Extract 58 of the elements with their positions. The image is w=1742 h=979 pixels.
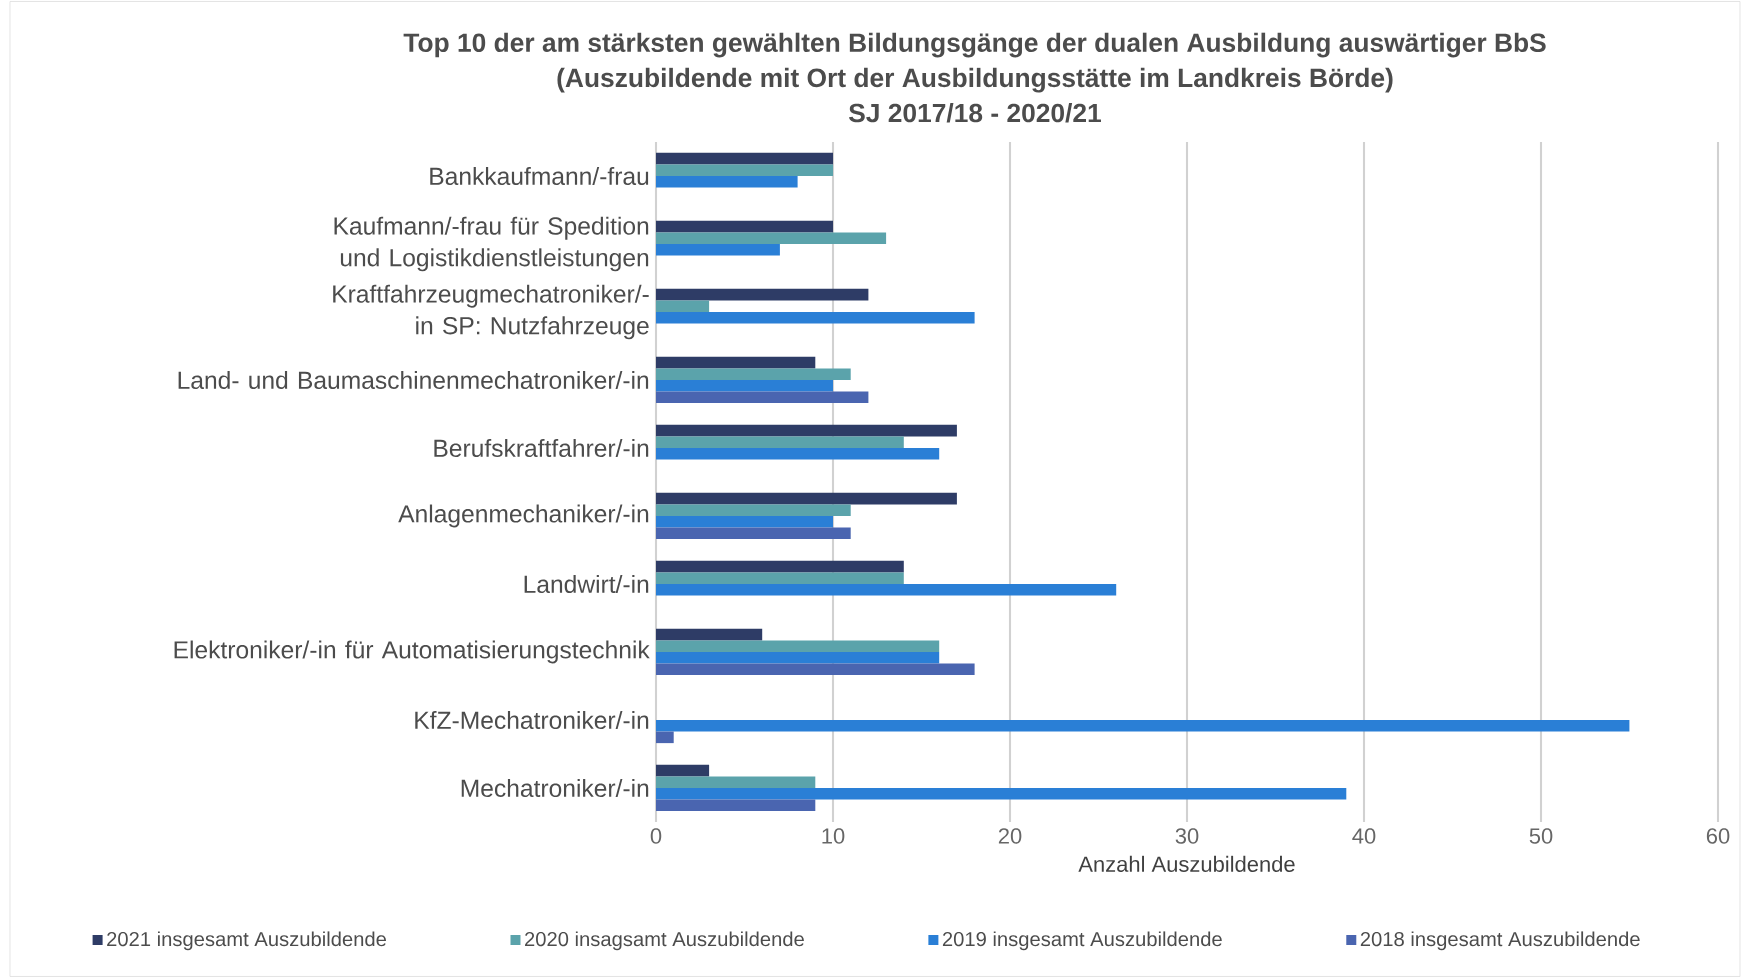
bar xyxy=(656,492,957,505)
bar xyxy=(656,300,710,312)
bar xyxy=(656,640,940,652)
legend-label: 2019 insgesamt Auszubildende xyxy=(942,931,1222,951)
bar xyxy=(656,152,833,165)
y-tick-label: Anlagenmechaniker/-in xyxy=(398,504,649,528)
chart-subtitle: (Auszubildende mit Ort der Ausbildungsstätte im Landkreis Börde) xyxy=(557,67,1393,93)
legend-label: 2018 insgesamt Auszubildende xyxy=(1360,931,1640,951)
bar xyxy=(656,220,833,233)
bar xyxy=(656,764,710,777)
chart-title: Top 10 der am stärksten gewählten Bildungsgänge der dualen Ausbildung auswärtiger BbS xyxy=(403,32,1546,58)
x-tick-label: 30 xyxy=(1175,828,1199,844)
x-tick-label: 10 xyxy=(822,828,845,844)
y-tick-label: Kraftfahrzeugmechatroniker/-in SP: Nutzfahrzeuge xyxy=(333,284,649,340)
y-tick-label: Land- und Baumaschinenmechatroniker/-in xyxy=(178,370,649,390)
text: SJ 2017/18 - 2020/21 xyxy=(849,102,1101,123)
y-tick-label: Landwirt/-in xyxy=(524,574,649,594)
bar xyxy=(656,663,975,676)
bar xyxy=(656,719,1630,732)
bar xyxy=(656,288,869,301)
bar xyxy=(656,391,869,404)
x-tick-label: 0 xyxy=(650,828,662,844)
y-tick-label: Mechatroniker/-in xyxy=(461,778,649,798)
x-tick-label: 60 xyxy=(1706,828,1730,844)
bar xyxy=(656,527,851,540)
x-axis-title: Anzahl Auszubildende xyxy=(1078,855,1295,872)
legend-label: 2021 insgesamt Auszubildende xyxy=(107,931,387,951)
bar xyxy=(656,572,904,584)
bar xyxy=(656,447,940,460)
bar xyxy=(656,583,1117,596)
bar xyxy=(656,436,904,448)
bar xyxy=(656,504,851,516)
bar xyxy=(656,164,833,176)
y-tick-label: Berufskraftfahrer/-in xyxy=(434,438,649,458)
bar xyxy=(656,560,904,573)
bar xyxy=(656,175,798,188)
bar xyxy=(656,788,1347,800)
bar xyxy=(656,651,940,664)
legend-label: 2020 insagsamt Auszubildende xyxy=(525,931,804,951)
y-tick-label: Kaufmann/-frau für Spedition und Logistikdienstleistungen xyxy=(334,216,649,272)
bar xyxy=(656,243,780,256)
bar xyxy=(656,776,816,788)
x-tick-label: 20 xyxy=(998,828,1022,844)
bar xyxy=(656,232,887,244)
bar xyxy=(656,356,816,369)
x-tick-label: 40 xyxy=(1352,828,1376,844)
bar xyxy=(656,628,763,641)
y-tick-label: Elektroniker/-in für Automatisierungstechnik xyxy=(174,640,650,664)
y-tick-label: KfZ-Mechatroniker/-in xyxy=(415,710,649,730)
x-tick-label: 50 xyxy=(1529,828,1553,844)
bar xyxy=(656,379,833,392)
bar xyxy=(656,799,816,812)
bar xyxy=(656,368,851,380)
bar xyxy=(656,515,833,528)
y-tick-label: Bankkaufmann/-frau xyxy=(430,166,649,186)
bar xyxy=(656,731,674,744)
bar xyxy=(656,424,957,437)
bar xyxy=(656,311,975,324)
